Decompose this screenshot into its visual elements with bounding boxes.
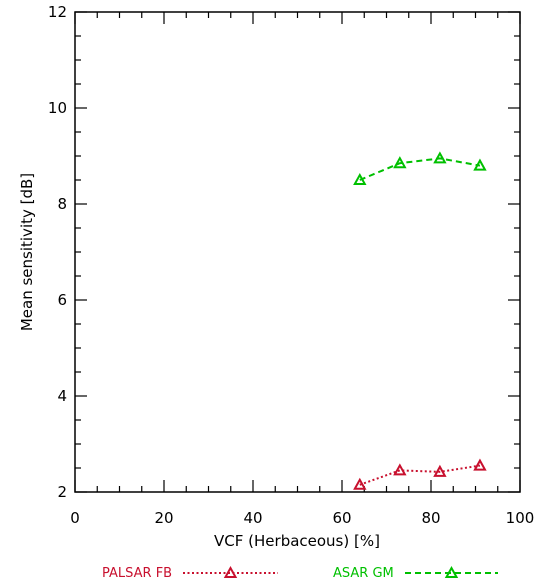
data-point [393, 463, 407, 476]
data-point [473, 458, 487, 471]
axis-ticks [74, 11, 521, 493]
x-tick-label: 100 [506, 509, 535, 527]
x-tick-label: 60 [332, 509, 351, 527]
axis-tick-labels: 0 20 40 60 80 100 2 4 6 8 10 12 [48, 3, 534, 527]
x-axis-title: VCF (Herbaceous) [%] [214, 532, 380, 550]
legend-marker [223, 565, 238, 578]
x-tick-label: 20 [154, 509, 173, 527]
y-tick-label: 6 [57, 291, 67, 309]
legend-label: PALSAR FB [102, 566, 172, 581]
y-tick-label: 2 [57, 483, 67, 501]
x-tick-label: 0 [70, 509, 80, 527]
legend-marker [444, 565, 459, 578]
data-point [353, 172, 367, 185]
data-point [393, 156, 407, 169]
series-line [359, 464, 481, 486]
series-1 [353, 151, 487, 185]
y-axis-title: Mean sensitivity [dB] [18, 173, 36, 331]
legend-entry: ASAR GM [333, 565, 498, 581]
y-tick-label: 12 [48, 3, 67, 21]
data-point [353, 477, 367, 490]
data-point [473, 158, 487, 171]
legend: PALSAR FB ASAR GM [102, 565, 498, 581]
plot-frame [74, 11, 521, 493]
y-tick-label: 8 [57, 195, 67, 213]
series-layer [353, 151, 487, 490]
series-line [359, 157, 481, 181]
legend-label: ASAR GM [333, 566, 394, 581]
y-tick-label: 10 [48, 99, 67, 117]
x-tick-label: 40 [243, 509, 262, 527]
y-tick-label: 4 [57, 387, 67, 405]
data-point [433, 151, 447, 164]
series-0 [353, 458, 487, 490]
x-tick-label: 80 [421, 509, 440, 527]
data-point [433, 464, 447, 477]
legend-entry: PALSAR FB [102, 565, 278, 581]
